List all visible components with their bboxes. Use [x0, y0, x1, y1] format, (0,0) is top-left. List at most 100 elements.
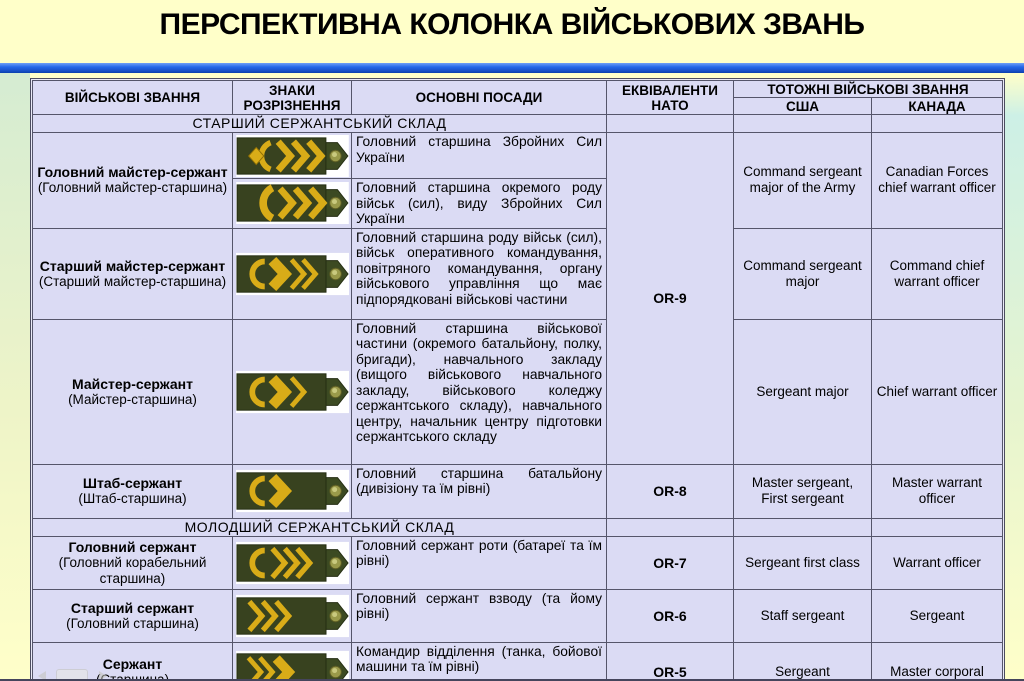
rank-alt-name: (Штаб-старшина) [78, 491, 187, 506]
table-subheader-row: США КАНАДА [33, 97, 1004, 115]
shoulder-board-2-thin-1-thick-chevrons-icon [235, 650, 349, 681]
rank-name: Штаб-сержант [82, 475, 183, 491]
rank-name: Головний майстер-сержант [37, 164, 228, 181]
rank-alt-name: (Майстер-старшина) [68, 391, 197, 407]
positions-cell: Головний сержант взводу (та йому рівні) [351, 588, 607, 643]
insignia-cell [232, 178, 352, 229]
right-background-strip [1004, 73, 1024, 681]
usa-equivalent-cell: Command sergeant major [733, 227, 872, 320]
canada-equivalent-cell: Warrant officer [870, 535, 1004, 590]
rank-alt-name: (Старшина) [95, 672, 170, 681]
shoulder-board-large-crescent-3-chevrons-icon [235, 182, 349, 225]
column-header-equivalent: ТОТОЖНІ ВІЙСЬКОВІ ЗВАННЯ [732, 80, 1004, 98]
rank-name: Головний сержант [68, 538, 197, 555]
usa-equivalent-cell: Sergeant [733, 641, 872, 681]
rank-alt-name: (Головний старшина) [66, 615, 199, 631]
title-divider-bar [0, 63, 1024, 73]
empty-cell [733, 114, 872, 133]
column-header-canada: КАНАДА [870, 97, 1004, 115]
insignia-cell [232, 227, 352, 320]
nato-equivalent-cell: OR-8 [606, 463, 734, 519]
usa-equivalent-cell: Command sergeant major of the Army [733, 132, 872, 229]
positions-cell: Командир відділення (танка, бойової маши… [351, 641, 607, 681]
positions-cell: Головний старшина роду військ (сил), вій… [351, 227, 607, 320]
nav-arrow-left-icon[interactable] [38, 670, 46, 681]
canada-equivalent-cell: Chief warrant officer [870, 318, 1004, 465]
column-header-nato: ЕКВІВАЛЕНТИ НАТО [606, 80, 734, 115]
rank-cell: Головний сержант (Головний корабельний с… [32, 535, 233, 590]
positions-cell: Головний старшина окремого роду військ (… [351, 178, 607, 229]
canada-equivalent-cell: Command chief warrant officer [870, 227, 1004, 320]
column-header-rank: ВІЙСЬКОВІ ЗВАННЯ [32, 80, 233, 115]
canada-equivalent-cell: Master warrant officer [870, 463, 1004, 519]
insignia-cell [232, 318, 352, 465]
insignia-cell [232, 132, 352, 179]
rank-name: Старший майстер-сержант [39, 257, 226, 274]
usa-equivalent-cell: Sergeant first class [733, 535, 872, 590]
table-row: Майстер-сержант (Майстер-старшина) Голов… [32, 318, 1004, 465]
usa-equivalent-cell: Staff sergeant [733, 588, 872, 643]
rank-alt-name: (Головний корабельний старшина) [58, 554, 207, 586]
column-header-usa: США [733, 97, 872, 115]
empty-cell [606, 517, 734, 537]
positions-cell: Головний старшина військової частини (ок… [351, 318, 607, 465]
empty-cell [606, 114, 734, 133]
ranks-table-container: ВІЙСЬКОВІ ЗВАННЯ ЗНАКИ РОЗРІЗНЕННЯ ОСНОВ… [30, 78, 1006, 681]
shoulder-board-crescent-thick-chevron-icon [235, 469, 349, 513]
shoulder-board-crescent-3-thin-chevrons-icon [235, 541, 349, 584]
rank-name: Сержант [102, 656, 163, 672]
rank-alt-name: (Головний майстер-старшина) [37, 180, 228, 196]
nato-equivalent-cell: OR-7 [606, 535, 734, 590]
nato-equivalent-cell: OR-9 [606, 132, 734, 465]
rank-cell: Штаб-сержант (Штаб-старшина) [32, 463, 233, 519]
insignia-cell [232, 588, 352, 643]
usa-equivalent-cell: Sergeant major [733, 318, 872, 465]
nav-arrow-right-icon[interactable] [98, 670, 107, 681]
table-row: Сержант (Старшина) Командир відділення (… [32, 641, 1004, 681]
table-row: Старший сержант (Головний старшина) Голо… [32, 588, 1004, 643]
rank-cell: Старший майстер-сержант (Старший майстер… [32, 227, 233, 320]
section-row-senior: СТАРШИЙ СЕРЖАНТСЬКИЙ СКЛАД [32, 114, 1004, 133]
positions-cell: Головний старшина Збройних Сил України [351, 132, 607, 179]
left-background-strip [0, 73, 30, 681]
section-title-senior: СТАРШИЙ СЕРЖАНТСЬКИЙ СКЛАД [32, 114, 607, 133]
empty-cell [733, 517, 872, 537]
table-row: Головний майстер-сержант (Головний майст… [32, 132, 1004, 465]
column-header-positions: ОСНОВНІ ПОСАДИ [351, 80, 607, 115]
positions-cell: Головний сержант роти (батареї та їм рів… [351, 535, 607, 590]
shoulder-board-crescent-thick-thin-chevrons-icon [235, 370, 349, 413]
canada-equivalent-cell: Canadian Forces chief warrant officer [870, 132, 1004, 229]
table-row: Старший майстер-сержант (Старший майстер… [32, 227, 1004, 320]
positions-cell: Головний старшина батальйону (дивізіону … [351, 463, 607, 519]
table-row: Головний старшина окремого роду військ (… [33, 178, 1003, 229]
table-header-row: ВІЙСЬКОВІ ЗВАННЯ ЗНАКИ РОЗРІЗНЕННЯ ОСНОВ… [32, 80, 1004, 115]
shoulder-board-3-thin-chevrons-icon [235, 594, 349, 637]
insignia-cell [232, 535, 352, 590]
slideshow-nav-controls [38, 667, 107, 681]
nato-equivalent-cell: OR-5 [606, 641, 734, 681]
window-bottom-edge [0, 679, 1024, 681]
rank-name: Старший сержант [70, 599, 195, 616]
rank-name: Майстер-сержант [71, 375, 193, 392]
nato-equivalent-cell: OR-6 [606, 588, 734, 643]
table-row: Штаб-сержант (Штаб-старшина) Головний ст… [32, 463, 1004, 519]
nav-menu-icon[interactable] [56, 669, 89, 681]
insignia-cell [232, 641, 352, 681]
section-title-junior: МОЛОДШИЙ СЕРЖАНТСЬКИЙ СКЛАД [32, 517, 607, 537]
rank-cell: Старший сержант (Головний старшина) [32, 588, 233, 643]
rank-cell: Головний майстер-сержант (Головний майст… [32, 132, 233, 229]
section-row-junior: МОЛОДШИЙ СЕРЖАНТСЬКИЙ СКЛАД [32, 517, 1004, 537]
column-header-insignia: ЗНАКИ РОЗРІЗНЕННЯ [232, 80, 352, 115]
page-title: ПЕРСПЕКТИВНА КОЛОНКА ВІЙСЬКОВИХ ЗВАНЬ [159, 8, 865, 41]
canada-equivalent-cell: Sergeant [870, 588, 1004, 643]
usa-equivalent-cell: Master sergeant, First sergeant [733, 463, 872, 519]
rank-cell: Майстер-сержант (Майстер-старшина) [32, 318, 233, 465]
ranks-table: ВІЙСЬКОВІ ЗВАННЯ ЗНАКИ РОЗРІЗНЕННЯ ОСНОВ… [32, 80, 1004, 681]
shoulder-board-diamond-crescent-3-chevrons-icon [235, 134, 349, 177]
canada-equivalent-cell: Master corporal [870, 641, 1004, 681]
empty-cell [870, 517, 1004, 537]
empty-cell [870, 114, 1004, 133]
insignia-cell [232, 463, 352, 519]
table-row: Головний сержант (Головний корабельний с… [32, 535, 1004, 590]
